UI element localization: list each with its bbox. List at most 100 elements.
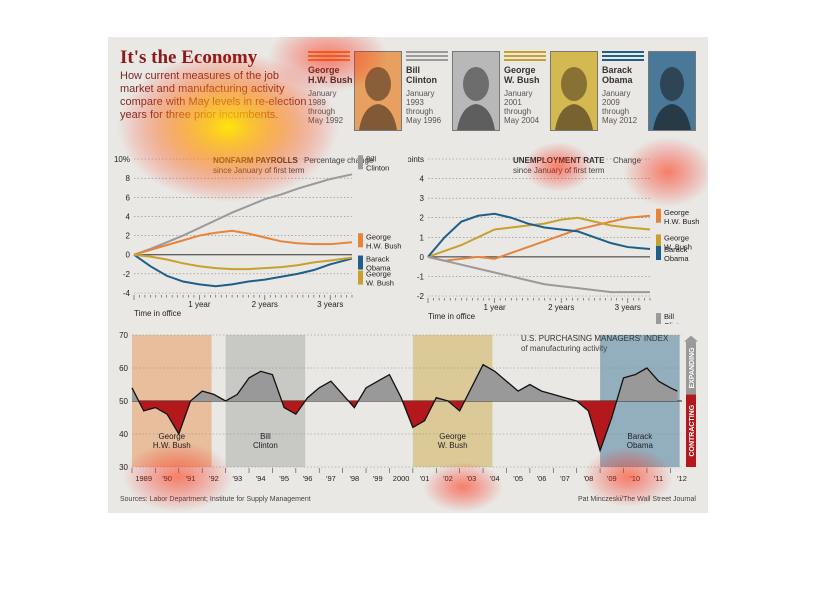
y-tick-label: 0 xyxy=(420,253,425,262)
x-tick-label: '02 xyxy=(443,474,453,483)
x-tick-label: '05 xyxy=(513,474,523,483)
legend-label-line: Barack xyxy=(366,255,390,264)
x-tick-label: '08 xyxy=(583,474,593,483)
term-label-line: Bill xyxy=(260,432,271,441)
x-tick-label: 1 year xyxy=(483,303,506,312)
term-line: 2009 xyxy=(602,98,620,107)
legend-label-line: Obama xyxy=(664,254,689,263)
series-line-clinton xyxy=(427,255,650,294)
nonfarm-payrolls-chart: 10% 8 6 4 2 0 -2 -4 NONFARM PAYROLLS Percentage c… xyxy=(114,154,401,318)
y-tick-label: 30 xyxy=(119,463,128,472)
term-label-line: H.W. Bush xyxy=(153,441,191,450)
series-line-obama xyxy=(133,253,353,288)
legend-label-line: Bill xyxy=(664,312,674,321)
term-line: January xyxy=(308,89,337,98)
chart-subtitle: of manufacturing activity xyxy=(521,344,607,353)
credit-note: Pat Minczeski/The Wall Street Journal xyxy=(577,496,696,503)
x-tick-label: 2 years xyxy=(252,300,278,309)
x-tick-label: '03 xyxy=(466,474,476,483)
contracting-bar xyxy=(686,394,696,467)
president-first-name: Bill xyxy=(406,65,421,75)
y-tick-label: 3 xyxy=(420,194,425,203)
president-last-name: H.W. Bush xyxy=(308,75,353,85)
legend-label-line: George xyxy=(366,270,391,279)
y-tick-label: 60 xyxy=(119,364,128,373)
legend-swatch xyxy=(656,246,661,261)
legend-label-line: Clinton xyxy=(366,163,389,172)
x-tick-label: '12 xyxy=(677,474,687,483)
y-tick-label: 50 xyxy=(119,397,128,406)
y-tick-label: 4 xyxy=(126,212,131,221)
portrait-clinton-icon xyxy=(452,51,500,131)
series-line-bush_jr xyxy=(427,216,651,258)
y-tick-label: -4 xyxy=(123,289,131,298)
term-line: January xyxy=(406,89,435,98)
x-tick-label: '92 xyxy=(209,474,219,483)
term-line: May 2004 xyxy=(504,116,540,125)
term-line: January xyxy=(504,89,533,98)
color-key-bars xyxy=(602,51,644,63)
term-line: 1993 xyxy=(406,98,424,107)
term-line: May 1996 xyxy=(406,116,442,125)
x-tick-label: '95 xyxy=(279,474,289,483)
y-tick-label: -1 xyxy=(417,272,425,281)
series-line-bush_sr xyxy=(133,229,353,256)
page-subtitle: How current measures of the job market a… xyxy=(120,70,307,121)
x-tick-label: '99 xyxy=(373,474,383,483)
y-tick-label: 6 xyxy=(126,193,131,202)
contracting-area xyxy=(132,401,678,451)
legend-swatch xyxy=(358,155,363,170)
x-tick-label: 3 years xyxy=(615,303,641,312)
president-card-clinton: Bill Clinton January 1993 through May 1996 xyxy=(406,51,502,133)
term-line: through xyxy=(406,107,434,116)
x-tick-label: 1989 xyxy=(135,474,152,483)
x-tick-label: '94 xyxy=(256,474,266,483)
term-line: 1989 xyxy=(308,98,326,107)
legend-label-line: Bill xyxy=(366,154,376,163)
president-first-name: Barack xyxy=(602,65,633,75)
series-line-clinton xyxy=(133,173,353,256)
y-tick-label: 2 xyxy=(420,214,425,223)
president-first-name: George xyxy=(504,65,536,75)
y-tick-label: 8 xyxy=(126,174,131,183)
y-tick-label: 2 xyxy=(126,232,131,241)
term-line: May 1992 xyxy=(308,116,344,125)
series-line-bush_sr xyxy=(427,214,651,262)
term-line: through xyxy=(504,107,532,116)
x-tick-label: '11 xyxy=(654,474,663,483)
expanding-bar xyxy=(686,341,696,395)
president-card-bush-sr: George H.W. Bush January 1989 through May 19… xyxy=(308,51,404,133)
term-label-line: George xyxy=(439,432,466,441)
y-tick-label: 0 xyxy=(126,251,131,260)
series-line-bush_jr xyxy=(133,253,353,271)
chart-subtitle-line: since January of first term xyxy=(513,166,605,175)
legend-swatch xyxy=(358,255,363,270)
page-title: It's the Economy xyxy=(120,47,258,68)
x-tick-label: 3 years xyxy=(317,300,343,309)
term-label-line: W. Bush xyxy=(438,441,468,450)
unemployment-rate-chart: 5 percentage points 4 3 2 1 0 -1 -2 UNEMPLOYMENT… xyxy=(408,155,699,324)
chart-subtitle-line: Change xyxy=(613,156,642,165)
x-tick-label: '97 xyxy=(326,474,336,483)
portrait-bush-sr-icon xyxy=(354,51,402,131)
x-tick-label: '06 xyxy=(537,474,547,483)
sources-note: Sources: Labor Department; Institute for… xyxy=(120,496,311,503)
legend-swatch xyxy=(656,208,661,223)
chart-subtitle-line: Percentage change xyxy=(304,156,374,165)
chart-title: U.S. PURCHASING MANAGERS' INDEX xyxy=(521,334,669,343)
president-first-name: George xyxy=(308,65,340,75)
legend-swatch xyxy=(656,234,661,249)
president-card-bush-jr: George W. Bush January 2001 through May 2004 xyxy=(504,51,600,133)
chart-subtitle-line: since January of first term xyxy=(213,166,305,175)
term-line: through xyxy=(602,107,630,116)
color-key-bars xyxy=(504,51,546,63)
legend-label-line: H.W. Bush xyxy=(664,217,699,226)
president-card-obama: Barack Obama January 2009 through May 2012 xyxy=(602,51,698,133)
color-key-bars xyxy=(308,51,350,63)
legend-label-line: Obama xyxy=(366,264,391,273)
x-tick-label: 1 year xyxy=(188,300,211,309)
x-tick-label: '96 xyxy=(303,474,313,483)
x-tick-label: 2 years xyxy=(548,303,574,312)
x-tick-label: 2000 xyxy=(393,474,410,483)
